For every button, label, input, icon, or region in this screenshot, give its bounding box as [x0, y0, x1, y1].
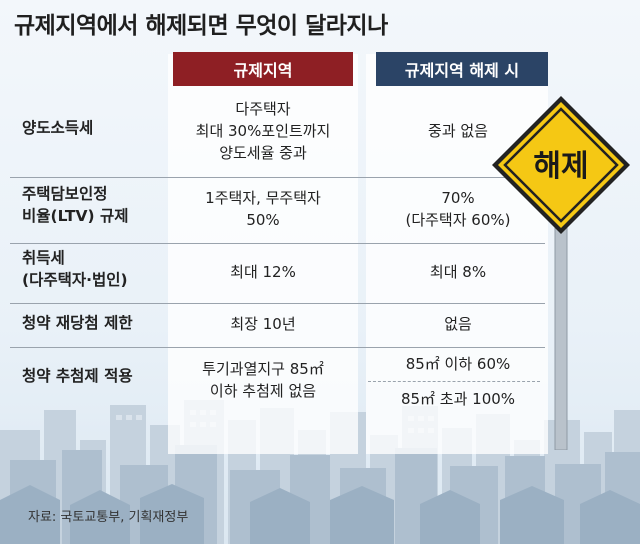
- cell-released-rewin-restriction: 없음: [444, 315, 472, 334]
- row-label-acquisition-tax: 취득세 (다주택자·법인): [22, 249, 128, 289]
- source-note: 자료: 국토교통부, 기획재정부: [28, 510, 189, 525]
- cell-regulated-acquisition-tax: 최대 12%: [230, 263, 296, 282]
- released-column-background: [366, 54, 548, 454]
- sign-text: 해제: [533, 149, 588, 184]
- city-skyline-illustration: [0, 400, 640, 544]
- cell-released-lottery-small: 85㎡ 이하 60%: [405, 355, 511, 374]
- cell-regulated-lottery-system: 투기과열지구 85㎡ 이하 추첨제 없음: [202, 360, 324, 400]
- cell-regulated-ltv: 1주택자, 무주택자 50%: [205, 189, 321, 229]
- row-divider: [10, 177, 545, 178]
- cell-regulated-rewin-restriction: 최장 10년: [230, 315, 296, 334]
- row-label-lottery-system: 청약 추첨제 적용: [22, 367, 133, 385]
- cell-released-capital-gains-tax: 중과 없음: [428, 122, 488, 141]
- release-road-sign: 해제: [492, 96, 630, 450]
- page-title: 규제지역에서 해제되면 무엇이 달라지나: [14, 13, 388, 39]
- cell-divider: [368, 381, 540, 382]
- cell-released-lottery-large: 85㎡ 초과 100%: [400, 390, 516, 409]
- row-divider: [10, 243, 545, 244]
- row-divider: [10, 303, 545, 304]
- row-label-rewin-restriction: 청약 재당첨 제한: [22, 314, 133, 332]
- released-column-header: 규제지역 해제 시: [376, 52, 548, 86]
- row-divider: [10, 347, 545, 348]
- row-label-ltv: 주택담보인정 비율(LTV) 규제: [22, 185, 129, 225]
- regulated-column-background: [168, 54, 358, 454]
- regulated-column-header: 규제지역: [173, 52, 353, 86]
- cell-released-acquisition-tax: 최대 8%: [429, 263, 487, 282]
- cell-released-ltv: 70% (다주택자 60%): [405, 189, 511, 229]
- cell-regulated-capital-gains-tax: 다주택자 최대 30%포인트까지 양도세율 중과: [195, 100, 331, 162]
- row-label-capital-gains-tax: 양도소득세: [22, 119, 94, 137]
